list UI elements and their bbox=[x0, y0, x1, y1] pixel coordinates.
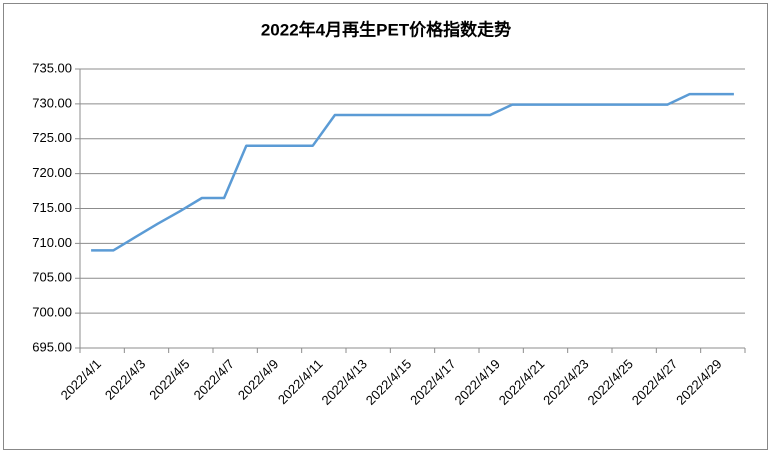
y-tick-label: 710.00 bbox=[32, 235, 72, 250]
y-tick-label: 735.00 bbox=[32, 60, 72, 75]
y-tick-label: 720.00 bbox=[32, 165, 72, 180]
y-tick-label: 730.00 bbox=[32, 95, 72, 110]
y-tick-label: 700.00 bbox=[32, 305, 72, 320]
data-line bbox=[91, 92, 734, 252]
y-tick-label: 725.00 bbox=[32, 130, 72, 145]
chart-border bbox=[3, 3, 768, 450]
chart-title: 2022年4月再生PET价格指数走势 bbox=[261, 19, 511, 39]
y-tick-label: 715.00 bbox=[32, 200, 72, 215]
y-tick-label: 695.00 bbox=[32, 339, 72, 354]
y-tick-label: 705.00 bbox=[32, 270, 72, 285]
